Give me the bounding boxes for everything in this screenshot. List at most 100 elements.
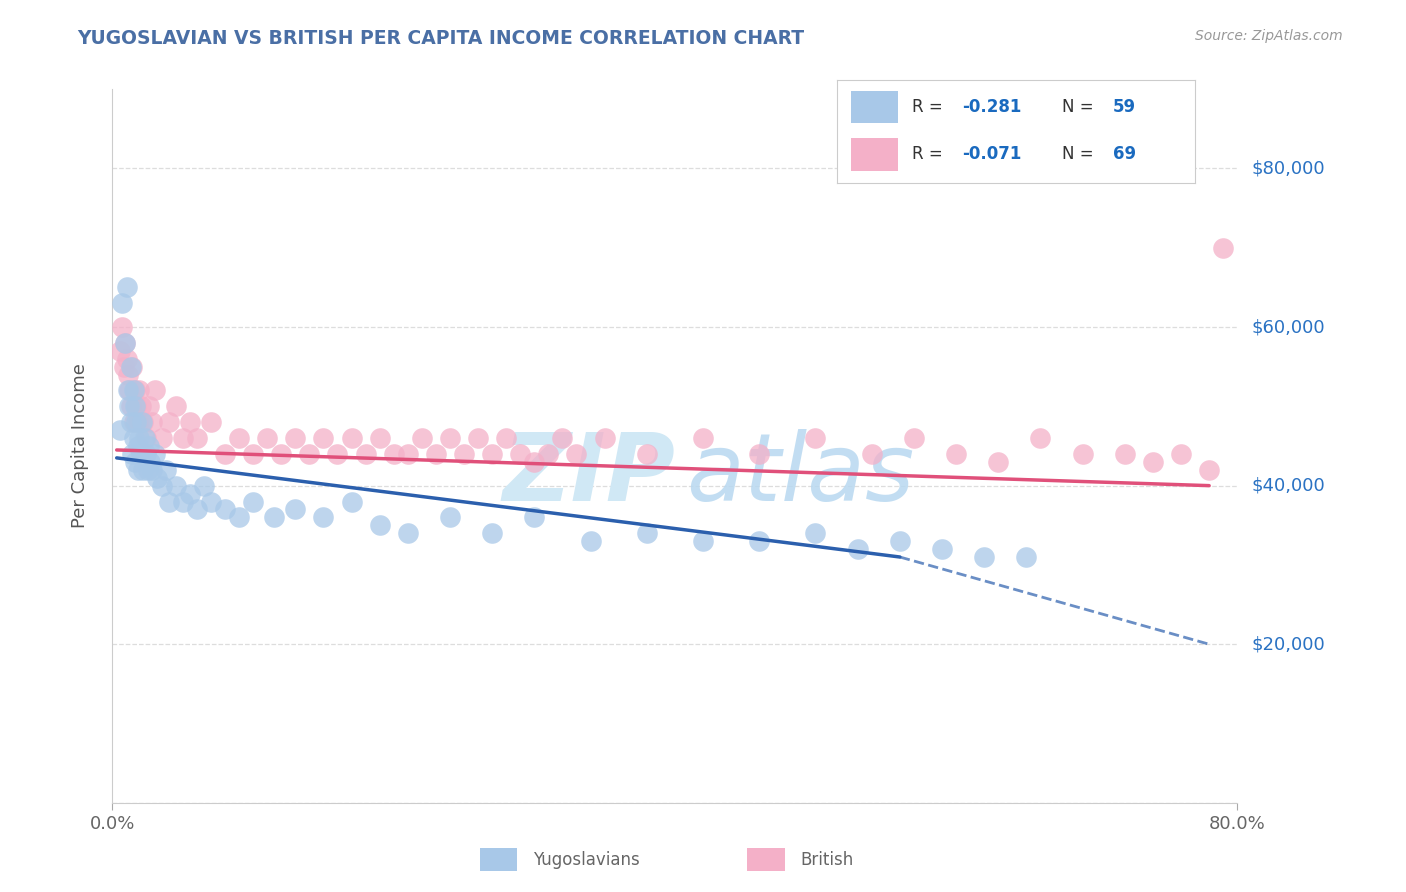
Point <box>135 431 157 445</box>
Point <box>200 494 222 508</box>
Point <box>368 518 391 533</box>
Point <box>108 423 131 437</box>
Bar <box>851 137 897 170</box>
Point <box>120 359 142 374</box>
Point <box>692 534 714 549</box>
Point <box>111 320 134 334</box>
Point <box>172 431 194 445</box>
Text: Yugoslavians: Yugoslavians <box>533 851 640 869</box>
Point <box>143 384 166 398</box>
Point <box>1212 241 1234 255</box>
Point <box>139 455 162 469</box>
Point <box>214 502 236 516</box>
Point <box>121 447 143 461</box>
Point <box>228 510 250 524</box>
Text: -0.071: -0.071 <box>962 145 1021 163</box>
Point <box>593 431 616 445</box>
Point <box>200 415 222 429</box>
Point <box>1029 431 1052 445</box>
Point <box>256 431 278 445</box>
Text: N =: N = <box>1063 145 1099 163</box>
Point <box>118 384 141 398</box>
Point <box>692 431 714 445</box>
Point <box>150 431 173 445</box>
Point <box>136 463 159 477</box>
Point <box>354 447 377 461</box>
Point <box>186 431 208 445</box>
Point <box>551 431 574 445</box>
Point <box>132 415 155 429</box>
Text: $60,000: $60,000 <box>1251 318 1324 336</box>
Bar <box>747 848 785 871</box>
Point <box>115 280 138 294</box>
Point <box>312 510 335 524</box>
Text: $20,000: $20,000 <box>1251 635 1324 653</box>
Text: 69: 69 <box>1112 145 1136 163</box>
Point <box>439 510 461 524</box>
Point <box>157 415 180 429</box>
Text: N =: N = <box>1063 98 1099 116</box>
Text: $80,000: $80,000 <box>1251 160 1324 178</box>
Point <box>157 494 180 508</box>
Point <box>112 359 135 374</box>
Point <box>179 486 201 500</box>
Point <box>987 455 1010 469</box>
Point <box>425 447 447 461</box>
Point <box>138 439 160 453</box>
Point <box>453 447 475 461</box>
Point <box>312 431 335 445</box>
Point <box>368 431 391 445</box>
Point <box>509 447 531 461</box>
Point <box>122 384 145 398</box>
Point <box>127 463 149 477</box>
Point <box>411 431 433 445</box>
Bar <box>851 91 897 123</box>
Point <box>396 447 419 461</box>
Point <box>242 447 264 461</box>
Point <box>117 368 139 382</box>
Point <box>129 447 152 461</box>
Point <box>284 431 307 445</box>
Point <box>467 431 489 445</box>
Point <box>124 455 146 469</box>
Point <box>134 431 156 445</box>
Point <box>326 447 349 461</box>
Point <box>124 400 146 414</box>
Point <box>263 510 285 524</box>
Text: ZIP: ZIP <box>502 428 675 521</box>
Point <box>120 400 142 414</box>
Point <box>481 447 503 461</box>
Point <box>973 549 995 564</box>
Point <box>165 400 187 414</box>
Point <box>131 415 153 429</box>
Point <box>228 431 250 445</box>
Point <box>537 447 560 461</box>
Point <box>155 463 177 477</box>
Point <box>903 431 925 445</box>
Point <box>111 296 134 310</box>
Point <box>748 447 770 461</box>
Point <box>115 351 138 366</box>
Text: $40,000: $40,000 <box>1251 476 1324 495</box>
Point <box>945 447 967 461</box>
Point <box>132 463 155 477</box>
Point <box>889 534 911 549</box>
Point <box>179 415 201 429</box>
Bar <box>479 848 517 871</box>
Point <box>382 447 405 461</box>
Point <box>804 431 827 445</box>
Text: R =: R = <box>912 145 948 163</box>
Point <box>636 526 658 541</box>
Point <box>804 526 827 541</box>
Point <box>1170 447 1192 461</box>
Point <box>129 400 152 414</box>
Text: YUGOSLAVIAN VS BRITISH PER CAPITA INCOME CORRELATION CHART: YUGOSLAVIAN VS BRITISH PER CAPITA INCOME… <box>77 29 804 48</box>
Point <box>396 526 419 541</box>
Point <box>1114 447 1136 461</box>
Point <box>565 447 588 461</box>
Point <box>193 478 215 492</box>
Point <box>122 415 145 429</box>
Point <box>121 359 143 374</box>
Text: atlas: atlas <box>686 429 914 520</box>
Point <box>270 447 292 461</box>
